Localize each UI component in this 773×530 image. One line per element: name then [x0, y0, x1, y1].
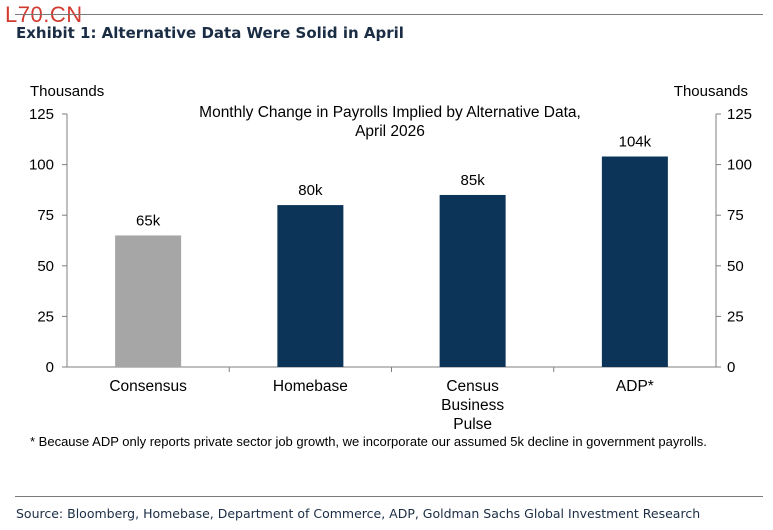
- y-tick-label-left: 125: [29, 106, 54, 123]
- y-axis-label-right: Thousands: [674, 83, 748, 100]
- exhibit-title: Exhibit 1: Alternative Data Were Solid i…: [16, 24, 404, 42]
- top-divider: [15, 14, 763, 15]
- category-label: Business: [441, 397, 504, 414]
- bars: [115, 156, 668, 367]
- chart-title-line: Monthly Change in Payrolls Implied by Al…: [199, 104, 581, 121]
- y-tick-label-right: 0: [727, 359, 735, 376]
- category-label: ADP*: [616, 378, 654, 395]
- bottom-divider: [15, 496, 763, 497]
- bar: [439, 194, 506, 367]
- data-label: 80k: [298, 182, 323, 199]
- y-tick-label-left: 50: [37, 258, 54, 275]
- data-label: 65k: [136, 212, 161, 229]
- data-labels: 65k 80k 85k 104k: [136, 134, 652, 230]
- category-label: Homebase: [273, 378, 348, 395]
- chart-title-group: Monthly Change in Payrolls Implied by Al…: [199, 104, 581, 140]
- y-tick-label-left: 75: [37, 207, 54, 224]
- tick-labels: 0 0 25 25 50 50 75 75 100 100 125 125: [29, 106, 752, 376]
- y-tick-label-left: 0: [46, 359, 54, 376]
- category-label: Census: [446, 378, 499, 395]
- source-note: Source: Bloomberg, Homebase, Department …: [16, 506, 701, 521]
- y-tick-label-right: 100: [727, 157, 752, 174]
- y-tick-label-right: 50: [727, 258, 744, 275]
- chart-title-line: April 2026: [355, 123, 425, 140]
- bar: [601, 156, 668, 367]
- y-axis-label-left: Thousands: [30, 83, 104, 100]
- y-tick-label-left: 25: [37, 308, 54, 325]
- y-tick-label-left: 100: [29, 157, 54, 174]
- y-tick-label-right: 75: [727, 207, 744, 224]
- category-label: Pulse: [453, 416, 492, 430]
- footnote: * Because ADP only reports private secto…: [30, 434, 707, 449]
- bar: [277, 205, 344, 367]
- y-tick-label-right: 125: [727, 106, 752, 123]
- data-label: 104k: [619, 134, 652, 151]
- bar: [115, 235, 182, 367]
- category-label: Consensus: [109, 378, 187, 395]
- y-tick-label-right: 25: [727, 308, 744, 325]
- data-label: 85k: [461, 172, 486, 189]
- bar-chart: Monthly Change in Payrolls Implied by Al…: [29, 83, 752, 430]
- category-labels: Consensus Homebase Census Business Pulse ADP*: [109, 378, 653, 430]
